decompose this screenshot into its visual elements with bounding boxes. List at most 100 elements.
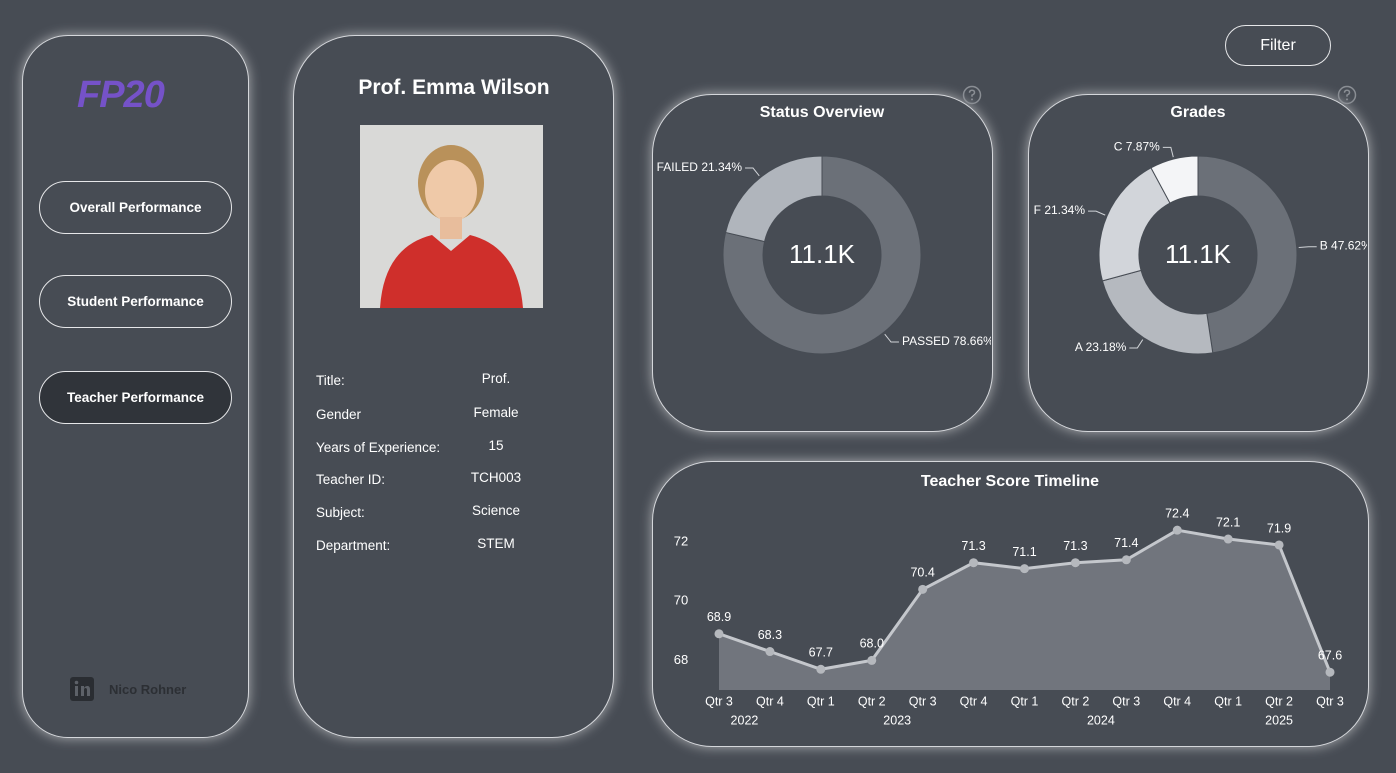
field-label: Years of Experience: [316,440,441,455]
data-label: A 23.18% [1075,340,1127,354]
chart-panel: Teacher Score Timeline 68 70 72 68.9 68.3 67.7… [652,461,1369,747]
leader-line [884,333,899,343]
data-label: 67.7 [809,646,833,660]
x-tick-label: Qtr 4 [756,694,784,708]
field-value: Prof. [481,371,511,386]
field-label: Gender [316,407,362,422]
center-label: 11.1K [789,239,856,269]
x-tick-label: Qtr 1 [807,694,835,708]
data-label: 71.9 [1267,521,1291,535]
data-label: 71.3 [1063,539,1087,553]
x-group-label: 2022 [731,713,759,727]
center-label: 11.1K [1165,239,1232,269]
data-label: 72.4 [1165,506,1189,520]
x-tick-label: Qtr 3 [705,694,733,708]
field-value: STEM [477,536,515,551]
area [719,530,1330,690]
nav-button[interactable]: Overall Performance [39,181,232,234]
help-icon[interactable] [962,85,982,105]
y-tick-label: 70 [674,593,688,608]
data-label: B 47.62% [1320,239,1367,253]
nav-panel: FP20 Overall Performance Student Perform… [22,35,249,738]
y-tick-label: 68 [674,652,688,667]
donut-segment [1150,155,1199,204]
data-label: 71.1 [1012,545,1036,559]
field: Department: STEM [316,536,606,553]
point [1070,558,1080,568]
field: Gender Female [316,405,606,422]
chart-panel: Grades B 47.62% A 23.18% F 21.34% C 7.87% 11.… [1028,94,1372,432]
linkedin-icon[interactable] [69,676,95,702]
leader-line [1088,210,1106,216]
filter-button[interactable]: Filter [1225,25,1331,66]
chart: Teacher Score Timeline 68 70 72 68.9 68.3 67.7… [674,473,1344,727]
point [765,647,775,657]
donut-segment [722,155,922,355]
point [1020,564,1029,574]
category-label: FAILED [657,160,699,174]
chart: Status Overview PASSED 78.66% FAILED 21.34… [657,104,994,355]
x-tick-label: Qtr 1 [1214,694,1242,708]
chart: Grades B 47.62% A 23.18% F 21.34% C 7.87% 11.… [1034,104,1372,355]
field-label: Department: [316,538,391,553]
x-tick-label: Qtr 1 [1011,694,1039,708]
data-label: 68.3 [758,628,782,642]
value-label: 21.34% [701,160,742,174]
x-tick-label: Qtr 2 [1265,694,1293,708]
data-label: 70.4 [910,566,934,580]
field-value: 15 [488,438,504,453]
field: Teacher ID: TCH003 [316,470,606,487]
x-tick-label: Qtr 4 [1163,694,1191,708]
y-tick-label: 72 [674,533,688,548]
value-label: 7.87% [1126,140,1160,154]
donut-segment [1197,155,1298,354]
leader-line [745,167,760,177]
field-value: TCH003 [470,470,522,485]
help-icon[interactable] [1337,85,1357,105]
data-label: 72.1 [1216,515,1240,529]
field-label: Subject: [316,505,365,520]
chart-title: Teacher Score Timeline [921,473,1099,490]
chart-panel: Status Overview PASSED 78.66% FAILED 21.34… [652,94,994,432]
field: Years of Experience: 15 [316,438,606,455]
data-label: 68.0 [860,637,884,651]
data-label: F 21.34% [1034,203,1086,217]
donut-segment [725,155,823,243]
x-tick-label: Qtr 2 [858,694,886,708]
nav-button[interactable]: Student Performance [39,275,232,328]
x-tick-label: Qtr 3 [1316,694,1344,708]
value-label: 23.18% [1086,340,1127,354]
leader-line [1162,146,1174,158]
x-group-label: 2025 [1265,713,1293,727]
point [1172,525,1182,535]
teacher-name: Prof. Emma Wilson [358,76,550,99]
value-label: 47.62% [1331,239,1367,253]
value-label: 78.66% [953,334,991,348]
field: Title: Prof. [316,371,606,388]
x-tick-label: Qtr 3 [1112,694,1140,708]
category-label: B [1320,239,1328,253]
field-label: Title: [316,373,345,388]
value-label: 21.34% [1044,203,1085,217]
chart-title: Grades [1170,104,1225,121]
data-label: PASSED 78.66% [902,334,991,348]
donut-segment [1098,167,1171,282]
category-label: C [1114,140,1123,154]
point [714,629,724,639]
leader-line [1298,246,1317,248]
category-label: F [1034,203,1041,217]
field-label: Teacher ID: [316,472,386,487]
point [918,584,928,594]
nav-button[interactable]: Teacher Performance [39,371,232,424]
leader-line [1129,339,1144,349]
point [1121,555,1131,565]
profile-panel: Prof. Emma Wilson Title: Prof. Gender Fema… [293,35,614,738]
data-label: C 7.87% [1114,140,1160,154]
logo: FP20 [77,74,165,116]
x-tick-label: Qtr 3 [909,694,937,708]
point [1274,540,1284,550]
point [867,655,877,665]
point [816,664,826,674]
point [969,558,979,568]
